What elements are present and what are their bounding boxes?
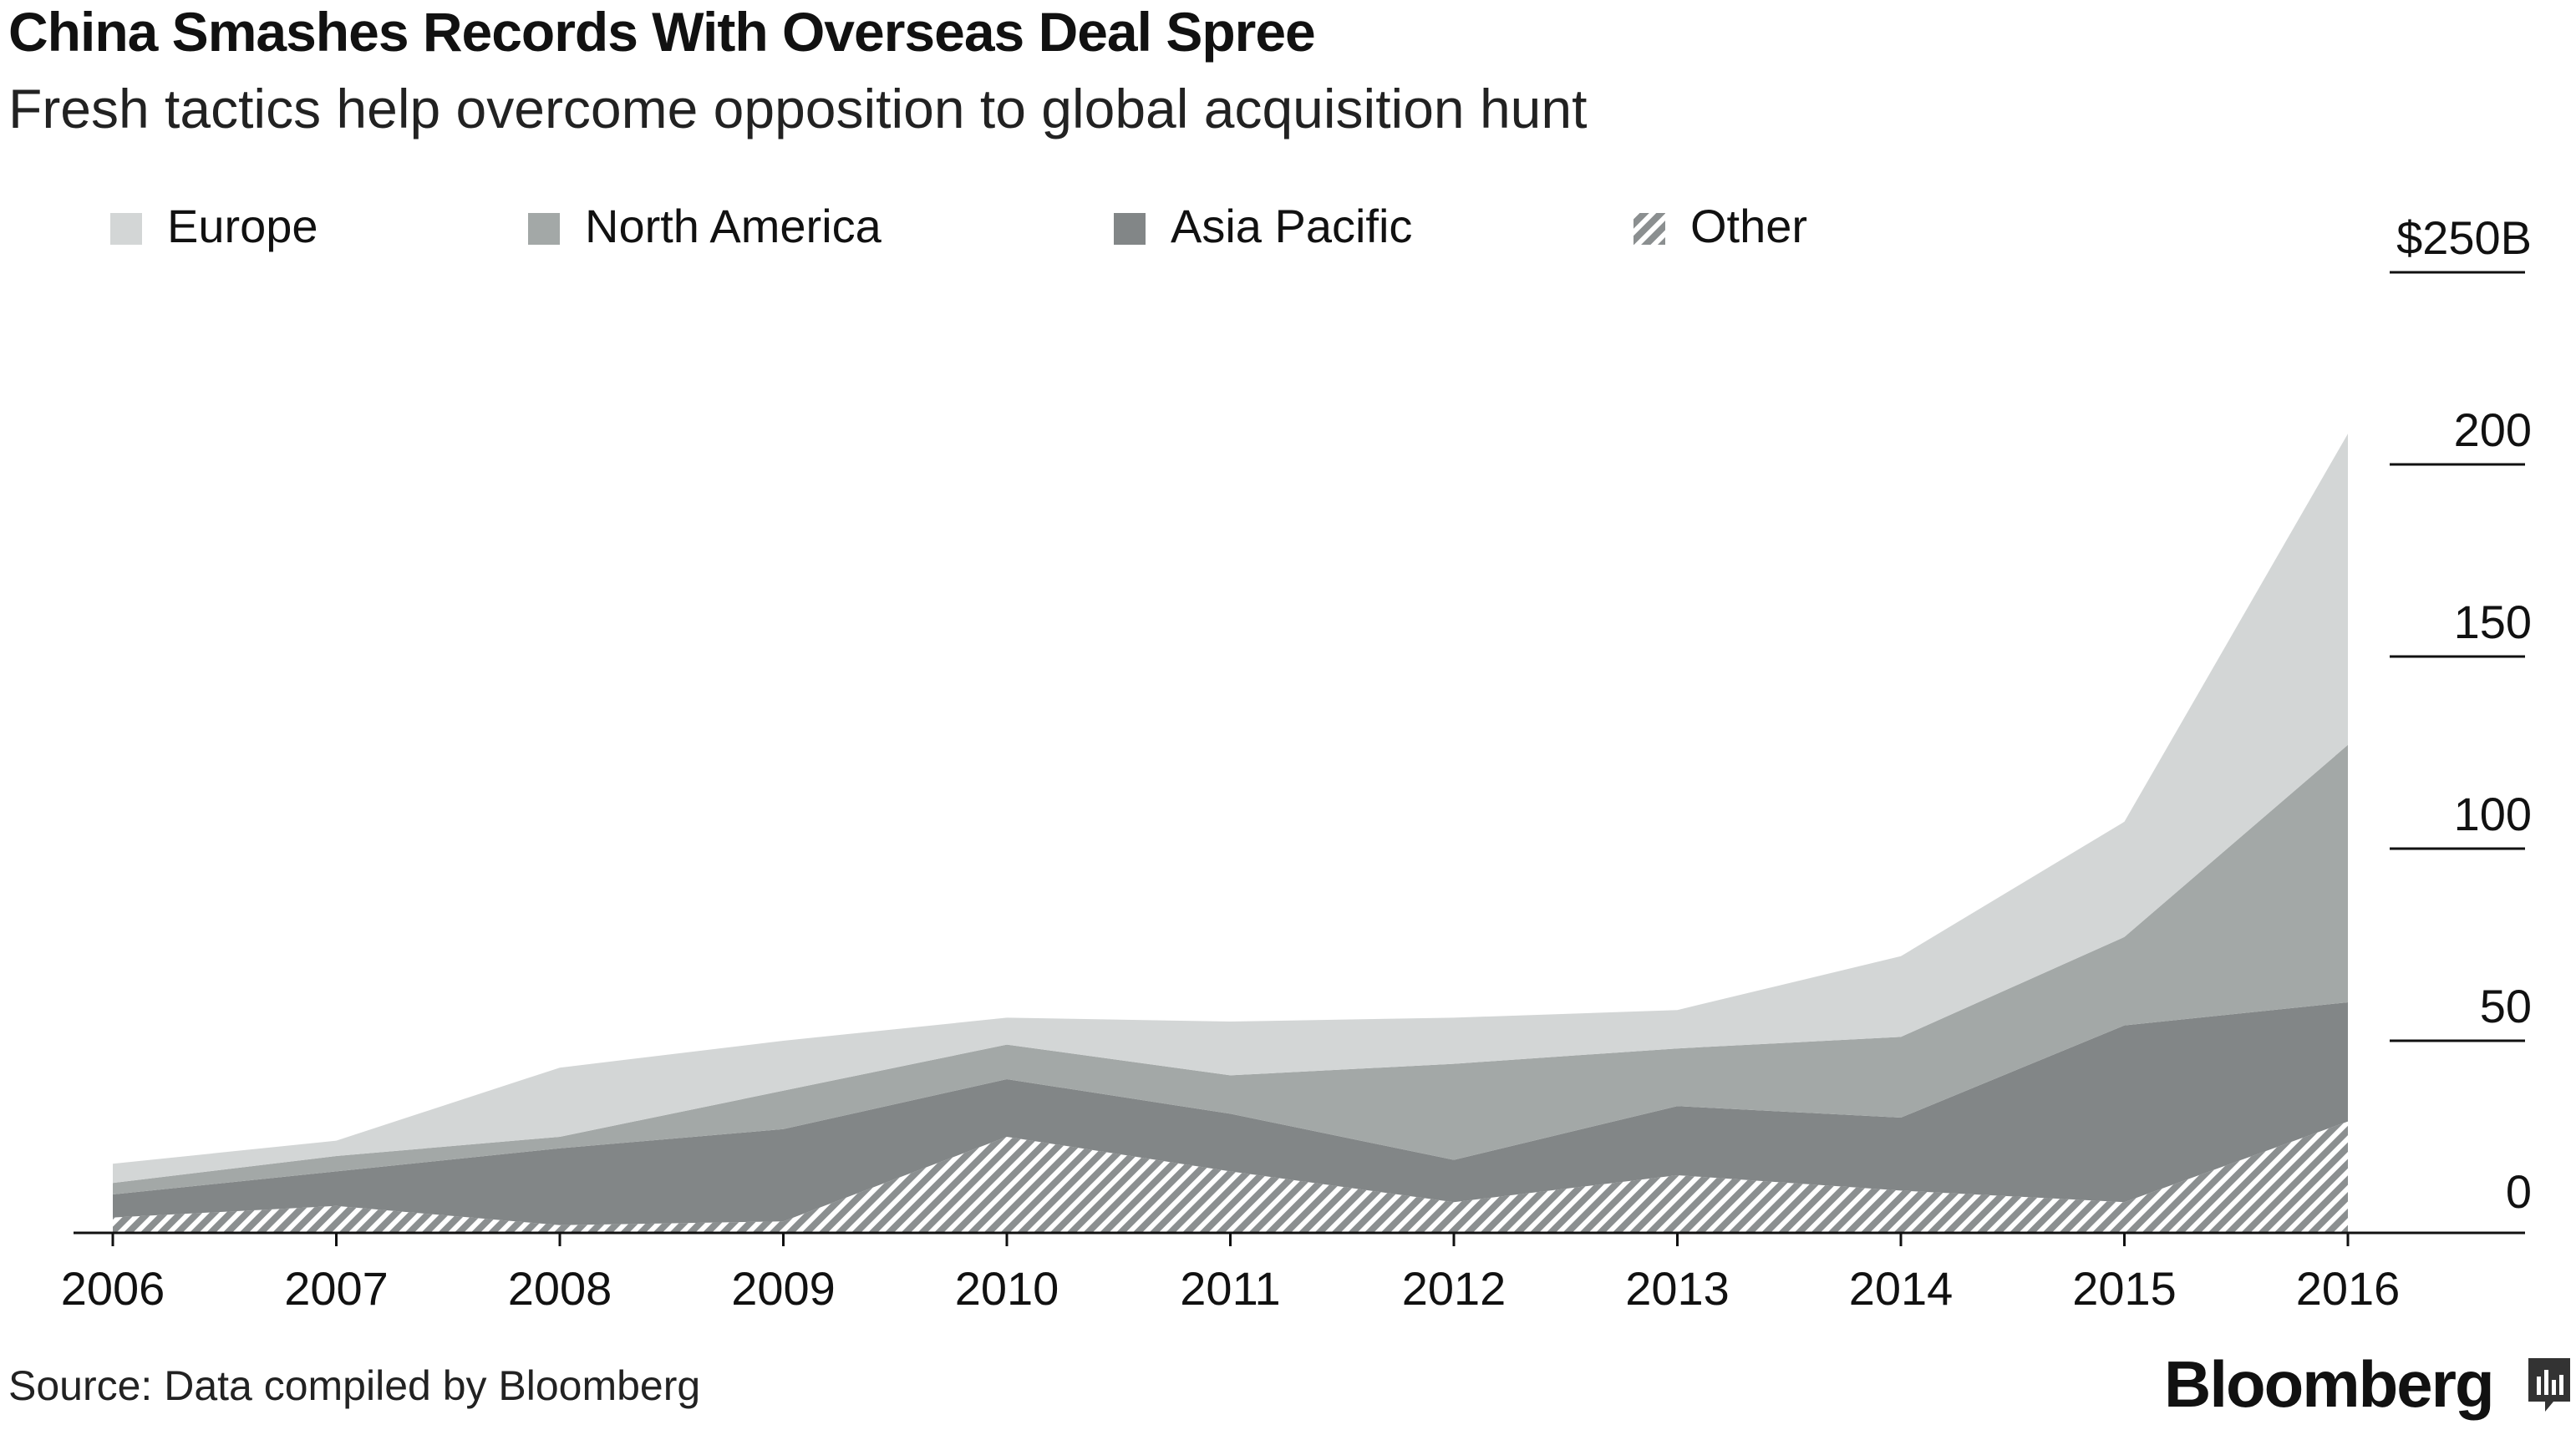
legend-swatch-other [1633, 213, 1665, 245]
brand-logo: Bloomberg [2164, 1347, 2495, 1421]
axes: 2006 2007 2008 2009 2010 2011 2012 2013 2014 2015… [61, 211, 2532, 1315]
legend-label: North America [585, 200, 882, 252]
x-tick-label: 2007 [284, 1262, 389, 1315]
legend: Europe North America Asia Pacific Other [110, 200, 1807, 252]
x-tick-label: 2009 [731, 1262, 836, 1315]
bloomberg-terminal-icon [2528, 1358, 2570, 1412]
legend-label: Europe [167, 200, 318, 252]
chart-subtitle: Fresh tactics help overcome opposition t… [8, 78, 1588, 139]
x-tick-label: 2008 [508, 1262, 612, 1315]
area-north-america [113, 744, 2348, 1194]
legend-swatch-north-america [528, 213, 560, 245]
y-tick-label: 150 [2454, 596, 2532, 648]
plot-area [113, 434, 2348, 1233]
x-tick-label: 2013 [1625, 1262, 1730, 1315]
x-tick-label: 2011 [1180, 1262, 1280, 1315]
x-tick-label: 2015 [2072, 1262, 2177, 1315]
chart-title: China Smashes Records With Overseas Deal… [8, 1, 1316, 63]
y-tick-label: 200 [2454, 403, 2532, 456]
legend-swatch-asia-pacific [1114, 213, 1146, 245]
x-tick-label: 2010 [955, 1262, 1059, 1315]
y-tick-label: $250B [2396, 211, 2532, 264]
x-tick-label: 2012 [1402, 1262, 1506, 1315]
legend-label: Asia Pacific [1171, 200, 1412, 252]
source-note: Source: Data compiled by Bloomberg [8, 1362, 701, 1409]
legend-swatch-europe [110, 213, 142, 245]
y-tick-label: 0 [2506, 1165, 2532, 1218]
x-tick-label: 2016 [2296, 1262, 2401, 1315]
x-tick-label: 2014 [1849, 1262, 1954, 1315]
x-tick-label: 2006 [61, 1262, 165, 1315]
area-europe [113, 434, 2348, 1184]
area-other [113, 1121, 2348, 1233]
y-tick-label: 50 [2480, 980, 2532, 1032]
y-tick-label: 100 [2454, 788, 2532, 840]
legend-label: Other [1690, 200, 1807, 252]
